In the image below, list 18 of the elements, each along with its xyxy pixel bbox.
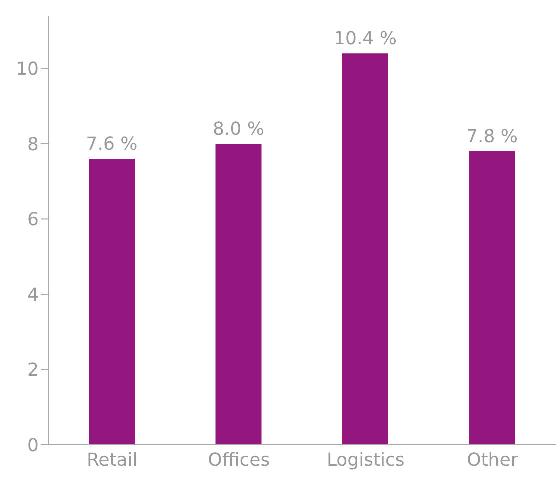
- y-tick-label: 2: [28, 360, 39, 382]
- bar: [216, 144, 262, 445]
- y-tick-label: 8: [28, 134, 39, 156]
- data-label: 10.4 %: [334, 28, 397, 50]
- bar: [469, 151, 516, 445]
- y-tick-label: 4: [28, 284, 39, 306]
- x-tick-label: Retail: [86, 450, 138, 471]
- y-tick-label: 6: [28, 210, 39, 231]
- data-label: 7.6 %: [86, 134, 138, 155]
- x-tick-label: Offices: [208, 450, 270, 471]
- y-tick-label: 10: [16, 59, 39, 80]
- bar: [89, 159, 135, 445]
- data-label: 7.8 %: [466, 126, 518, 148]
- x-tick-label: Other: [467, 450, 519, 471]
- x-tick-label: Logistics: [326, 450, 405, 471]
- bar: [342, 54, 388, 445]
- y-tick-label: 0: [28, 435, 39, 456]
- data-label: 8.0 %: [213, 118, 264, 140]
